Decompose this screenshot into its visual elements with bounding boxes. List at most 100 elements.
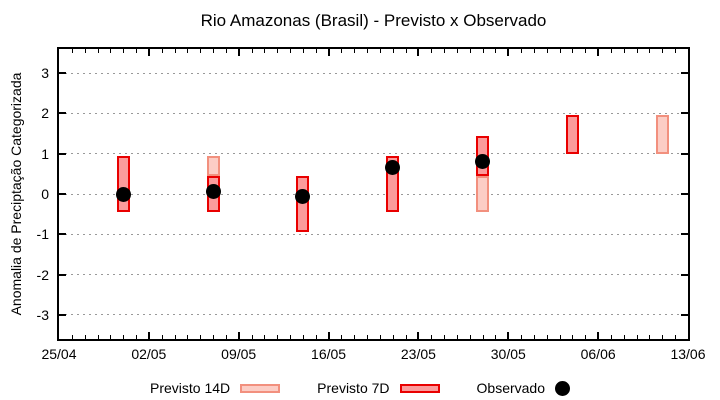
xtick-minor-top [97, 49, 99, 53]
xtick-minor-top [174, 49, 176, 53]
x-tick-label: 23/05 [400, 346, 436, 362]
x-tick-label: 06/06 [580, 346, 616, 362]
ytick-left [59, 193, 66, 195]
xtick-minor-top [572, 49, 574, 53]
xtick-minor-bottom [444, 335, 446, 339]
xtick-minor-top [495, 49, 497, 53]
xtick-major-bottom [507, 332, 510, 339]
ytick-right [681, 273, 688, 276]
ytick-left [59, 313, 66, 316]
y-tick-label: -2 [36, 266, 49, 283]
xtick-minor-top [264, 49, 266, 53]
xtick-minor-bottom [379, 335, 381, 339]
y-tick-label: 0 [41, 186, 49, 202]
xtick-minor-top [71, 49, 73, 53]
gridline-y-2 [59, 274, 688, 276]
xtick-minor-bottom [213, 335, 215, 339]
xtick-minor-top [482, 49, 484, 53]
xtick-minor-bottom [302, 335, 304, 339]
xtick-minor-top [533, 49, 535, 53]
xtick-minor-top [546, 49, 548, 53]
xtick-minor-top [290, 49, 292, 53]
xtick-minor-top [431, 49, 433, 53]
xtick-minor-bottom [482, 335, 484, 339]
forecast-bar-14d [206, 155, 220, 176]
observed-dot [295, 188, 311, 204]
xtick-minor-bottom [97, 335, 99, 339]
forecast-bar-7d [296, 175, 310, 233]
xtick-minor-bottom [585, 335, 587, 339]
xtick-minor-bottom [533, 335, 535, 339]
xtick-minor-top [469, 49, 471, 53]
xtick-minor-top [200, 49, 202, 53]
xtick-major-top [327, 49, 330, 56]
xtick-minor-bottom [649, 335, 651, 339]
observed-dot [115, 186, 131, 202]
xtick-minor-top [251, 49, 253, 53]
chart-title: Rio Amazonas (Brasil) - Previsto x Obser… [200, 11, 547, 30]
xtick-minor-bottom [174, 335, 176, 339]
xtick-minor-top [354, 49, 356, 53]
xtick-minor-bottom [161, 335, 163, 339]
legend-item-previsto-14d: Previsto 14D [150, 380, 281, 396]
ytick-left [59, 72, 66, 75]
xtick-minor-top [521, 49, 523, 53]
xtick-minor-bottom [84, 335, 86, 339]
x-tick-label: 13/06 [670, 346, 706, 362]
xtick-major-top [417, 49, 420, 56]
xtick-major-bottom [327, 332, 330, 339]
xtick-minor-bottom [264, 335, 266, 339]
ytick-right [681, 193, 688, 195]
forecast-bar-7d [565, 115, 579, 154]
xtick-minor-bottom [636, 335, 638, 339]
xtick-minor-bottom [456, 335, 458, 339]
xtick-minor-bottom [277, 335, 279, 339]
y-tick-label: 1 [41, 145, 49, 162]
xtick-minor-bottom [431, 335, 433, 339]
xtick-minor-bottom [610, 335, 612, 339]
observed-dot [205, 184, 221, 200]
xtick-major-top [597, 49, 600, 56]
xtick-minor-bottom [123, 335, 125, 339]
gridline-y-3 [59, 314, 688, 316]
xtick-minor-top [649, 49, 651, 53]
y-tick-label: 3 [41, 65, 49, 82]
y-tick-label: 2 [41, 105, 49, 122]
xtick-minor-bottom [251, 335, 253, 339]
xtick-minor-top [213, 49, 215, 53]
gridline-y0 [59, 193, 688, 195]
xtick-minor-top [123, 49, 125, 53]
xtick-minor-top [623, 49, 625, 53]
xtick-minor-top [136, 49, 138, 53]
x-tick-label: 09/05 [221, 346, 257, 362]
gridline-y1 [59, 153, 688, 155]
xtick-minor-top [379, 49, 381, 53]
xtick-minor-top [110, 49, 112, 53]
xtick-minor-top [610, 49, 612, 53]
y-tick-label: -1 [36, 226, 49, 243]
legend-label-previsto-14d: Previsto 14D [150, 380, 231, 396]
ytick-right [681, 112, 688, 115]
x-tick-label: 30/05 [490, 346, 526, 362]
gridline-y3 [59, 72, 688, 74]
y-tick-label: -3 [36, 306, 49, 323]
legend-label-previsto-7d: Previsto 7D [317, 380, 390, 396]
xtick-minor-top [444, 49, 446, 53]
ytick-left [59, 152, 66, 155]
legend-dot-observado [555, 380, 570, 396]
x-tick-label: 25/04 [41, 346, 77, 362]
xtick-minor-bottom [367, 335, 369, 339]
ytick-right [681, 313, 688, 316]
xtick-major-bottom [237, 332, 240, 339]
legend: Previsto 14D Previsto 7D Observado [0, 376, 720, 400]
xtick-minor-bottom [521, 335, 523, 339]
xtick-minor-bottom [546, 335, 548, 339]
xtick-minor-bottom [662, 335, 664, 339]
xtick-major-bottom [597, 332, 600, 339]
xtick-minor-top [392, 49, 394, 53]
gridline-y2 [59, 112, 688, 114]
x-tick-label: 02/05 [131, 346, 167, 362]
xtick-minor-bottom [392, 335, 394, 339]
legend-item-previsto-7d: Previsto 7D [317, 380, 440, 396]
